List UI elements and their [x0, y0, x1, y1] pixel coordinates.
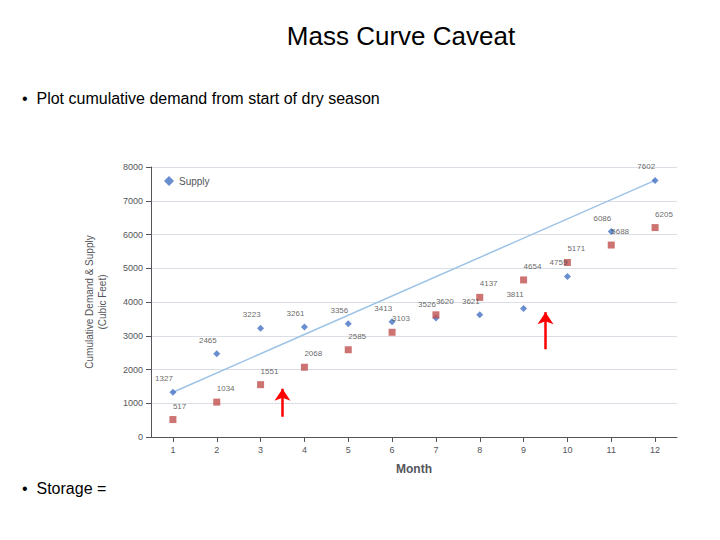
svg-text:7602: 7602	[637, 162, 655, 171]
svg-text:3261: 3261	[287, 309, 305, 318]
svg-text:8000: 8000	[123, 162, 143, 172]
svg-text:0: 0	[138, 432, 143, 442]
svg-text:7: 7	[433, 445, 438, 455]
svg-text:2585: 2585	[348, 332, 366, 341]
svg-text:5: 5	[346, 445, 351, 455]
svg-text:5000: 5000	[123, 263, 143, 273]
svg-text:4137: 4137	[480, 279, 498, 288]
svg-text:Mass Curve Caveat: Mass Curve Caveat	[287, 21, 516, 51]
svg-text:Supply: Supply	[179, 176, 210, 187]
svg-text:8: 8	[477, 445, 482, 455]
svg-text:2465: 2465	[199, 336, 217, 345]
svg-text:3621: 3621	[462, 297, 480, 306]
svg-text:4654: 4654	[524, 262, 542, 271]
svg-text:517: 517	[173, 402, 187, 411]
svg-text:2: 2	[214, 445, 219, 455]
svg-text:6086: 6086	[593, 214, 611, 223]
svg-text:3000: 3000	[123, 331, 143, 341]
svg-text:6205: 6205	[655, 210, 673, 219]
svg-text:3526: 3526	[418, 300, 436, 309]
svg-text:3103: 3103	[392, 314, 410, 323]
svg-text:Month: Month	[396, 462, 432, 476]
svg-text:4: 4	[302, 445, 307, 455]
svg-text:(Cubic Feet): (Cubic Feet)	[97, 274, 108, 329]
svg-text:3620: 3620	[436, 297, 454, 306]
svg-text:3223: 3223	[243, 310, 261, 319]
svg-text:4000: 4000	[123, 297, 143, 307]
svg-text:1327: 1327	[155, 374, 173, 383]
svg-text:3811: 3811	[506, 290, 524, 299]
svg-text:1034: 1034	[217, 384, 235, 393]
svg-text:1000: 1000	[123, 398, 143, 408]
svg-text:9: 9	[521, 445, 526, 455]
svg-text:• Plot cumulative demand from: • Plot cumulative demand from start of d…	[22, 90, 380, 107]
svg-text:11: 11	[607, 445, 616, 455]
svg-text:6: 6	[390, 445, 395, 455]
svg-text:3356: 3356	[330, 306, 348, 315]
svg-text:3413: 3413	[374, 304, 392, 313]
svg-text:5171: 5171	[567, 244, 585, 253]
svg-text:2068: 2068	[304, 349, 322, 358]
svg-text:1551: 1551	[261, 367, 279, 376]
svg-text:6000: 6000	[123, 230, 143, 240]
svg-text:12: 12	[650, 445, 660, 455]
svg-text:5688: 5688	[611, 227, 629, 236]
svg-text:3: 3	[258, 445, 263, 455]
svg-text:7000: 7000	[123, 196, 143, 206]
svg-text:10: 10	[562, 445, 572, 455]
svg-text:Cumulative Demand & Supply: Cumulative Demand & Supply	[84, 235, 95, 368]
svg-text:• Storage =: • Storage =	[22, 480, 106, 497]
svg-text:1: 1	[170, 445, 175, 455]
svg-text:2000: 2000	[123, 365, 143, 375]
svg-text:4759: 4759	[550, 258, 568, 267]
